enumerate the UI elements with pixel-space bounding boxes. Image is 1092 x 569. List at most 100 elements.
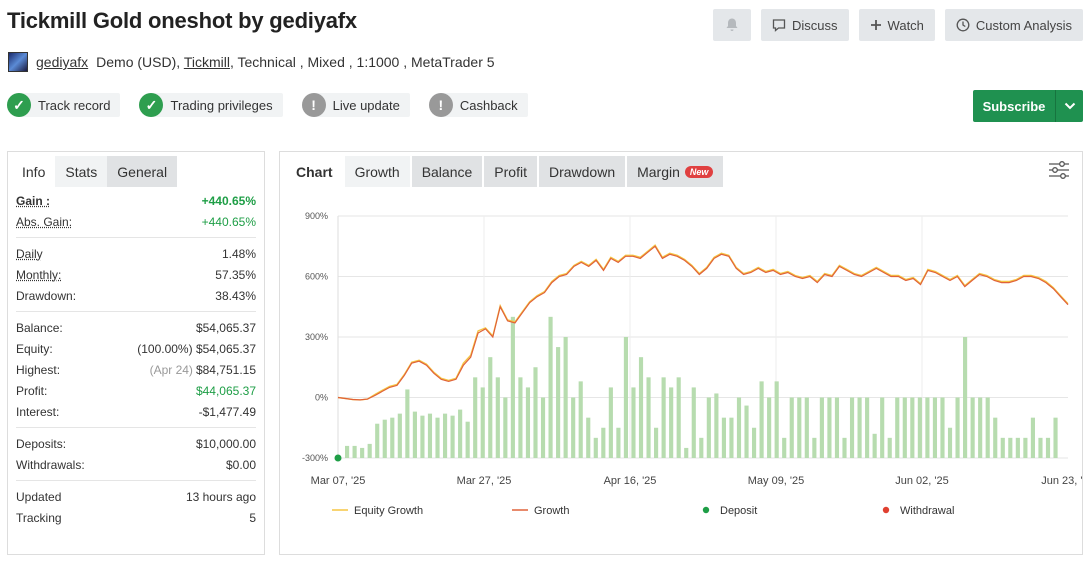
stat-daily: Daily 1.48% (16, 246, 256, 261)
check-icon: ✓ (139, 93, 164, 117)
growth-bar (540, 397, 546, 458)
growth-bar (435, 417, 440, 458)
growth-line (337, 245, 1069, 401)
tab-chart[interactable]: Chart (296, 163, 333, 180)
growth-bar (985, 397, 990, 458)
stat-tracking: Tracking 5 (16, 510, 256, 525)
growth-bar (616, 427, 621, 458)
discuss-button[interactable]: Discuss (761, 9, 849, 41)
chart-panel: Chart Growth Balance Profit Drawdown Mar… (279, 151, 1083, 555)
growth-bar (465, 421, 470, 458)
growth-bar (548, 316, 553, 458)
growth-bar (571, 397, 576, 458)
growth-bar (631, 387, 636, 458)
watch-button[interactable]: Watch (858, 9, 935, 41)
growth-bar (736, 397, 742, 458)
username-link[interactable]: gediyafx (36, 54, 89, 70)
growth-bar (397, 413, 402, 458)
legend-equity-growth[interactable]: Equity Growth (354, 505, 423, 517)
growth-bar (654, 427, 659, 458)
watch-label: Watch (887, 17, 924, 33)
badge-trading-privileges[interactable]: ✓ Trading privileges (139, 93, 283, 117)
growth-bar (382, 419, 387, 458)
stat-withdrawals: Withdrawals: $0.00 (16, 457, 256, 472)
tab-stats[interactable]: Stats (55, 156, 108, 187)
chart-settings-button[interactable] (1048, 160, 1070, 185)
growth-bar (480, 387, 485, 458)
broker-link[interactable]: Tickmill (183, 54, 230, 70)
badge-label: Cashback (459, 97, 518, 113)
stat-interest: Interest: -$1,477.49 (16, 404, 256, 419)
custom-analysis-button[interactable]: Custom Analysis (944, 9, 1083, 41)
account-details: , Technical , Mixed , 1:1000 , MetaTrade… (229, 54, 495, 70)
exclamation-icon: ! (428, 93, 453, 117)
badge-label: Trading privileges (170, 97, 273, 113)
growth-bar (427, 413, 433, 458)
growth-bar (804, 397, 809, 458)
tab-profit[interactable]: Profit (484, 156, 537, 187)
badge-live-update[interactable]: ! Live update (301, 93, 410, 117)
growth-bar (684, 447, 689, 458)
growth-bar (1008, 437, 1013, 458)
x-tick-label: Jun 23, '25 (1041, 475, 1082, 487)
tab-growth[interactable]: Growth (344, 156, 410, 187)
growth-bar (819, 397, 824, 458)
growth-bar (1015, 437, 1020, 458)
stats-list: Gain : +440.65% Abs. Gain: +440.65% Daily 1… (8, 188, 264, 528)
subscribe-button[interactable]: Subscribe (973, 90, 1083, 122)
badge-track-record[interactable]: ✓ Track record (7, 93, 121, 117)
legend-deposit-swatch (702, 506, 710, 514)
growth-bar (586, 417, 591, 458)
y-tick-label: 300% (305, 332, 328, 342)
growth-bar (450, 415, 455, 458)
growth-bar (661, 377, 666, 458)
growth-bar (375, 423, 380, 458)
growth-bar (646, 377, 651, 458)
growth-bar (367, 443, 372, 458)
growth-bar (676, 377, 681, 458)
growth-bar (420, 415, 425, 458)
y-tick-label: -300% (302, 453, 328, 463)
chevron-down-icon[interactable] (1055, 90, 1083, 122)
page-title: Tickmill Gold oneshot by gediyafx (7, 8, 357, 33)
legend-withdrawal-swatch (882, 506, 890, 514)
badge-label: Track record (38, 97, 111, 113)
x-tick-label: Mar 27, '25 (457, 475, 512, 487)
custom-analysis-label: Custom Analysis (975, 17, 1072, 33)
bell-icon (726, 18, 738, 31)
growth-bar (601, 427, 606, 458)
notify-button[interactable] (713, 9, 752, 41)
tab-drawdown[interactable]: Drawdown (538, 156, 626, 187)
growth-bar (1053, 417, 1058, 458)
growth-bar (638, 357, 644, 458)
legend-withdrawal[interactable]: Withdrawal (900, 505, 954, 517)
growth-bar (917, 397, 922, 458)
growth-bar (488, 357, 493, 458)
tab-balance[interactable]: Balance (411, 156, 483, 187)
growth-bar (880, 397, 885, 458)
growth-bar (1038, 437, 1043, 458)
growth-bar (721, 417, 726, 458)
equity-growth-line (337, 244, 1069, 401)
legend-growth[interactable]: Growth (534, 505, 569, 517)
growth-bar (932, 397, 938, 458)
growth-bar (442, 413, 448, 458)
growth-bar (556, 347, 561, 458)
stat-profit: Profit: $44,065.37 (16, 383, 256, 398)
badge-cashback[interactable]: ! Cashback (428, 93, 528, 117)
growth-bar (895, 397, 900, 458)
stat-deposits: Deposits: $10,000.00 (16, 436, 256, 451)
growth-bar (940, 397, 945, 458)
account-type: Demo (USD), (96, 54, 181, 70)
growth-bar (910, 397, 915, 458)
avatar (8, 52, 28, 72)
growth-bar (759, 381, 764, 458)
growth-bar (623, 337, 629, 458)
tab-general[interactable]: General (107, 156, 178, 187)
tab-margin[interactable]: Margin New (627, 156, 724, 187)
growth-bar (360, 447, 365, 458)
y-tick-label: 900% (305, 211, 328, 221)
growth-bar (699, 437, 704, 458)
legend-deposit[interactable]: Deposit (720, 505, 757, 517)
tab-info[interactable]: Info (22, 163, 46, 180)
